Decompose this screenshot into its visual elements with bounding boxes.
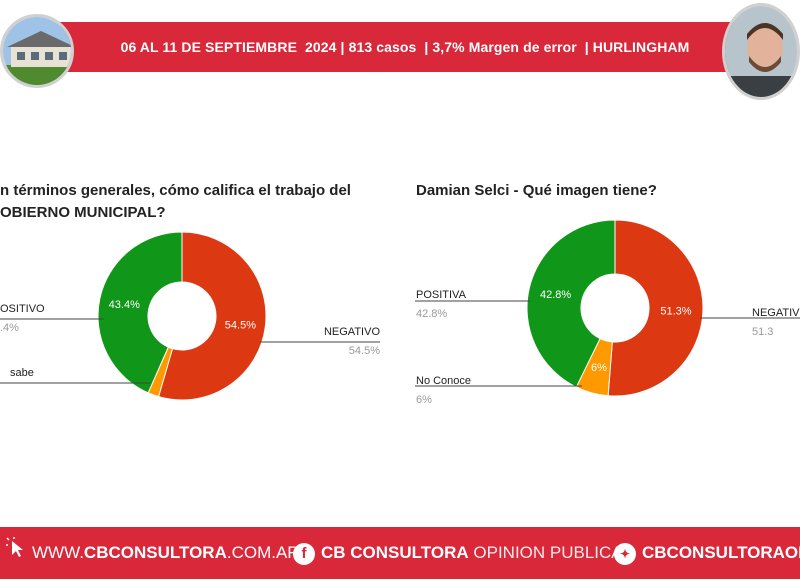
survey-info: 06 AL 11 DE SEPTIEMBRE 2024 | 813 casos …: [120, 39, 690, 55]
twitter-link[interactable]: ✦ CBCONSULTORAOK: [614, 527, 800, 579]
twitter-icon: ✦: [614, 542, 636, 565]
web-bold: CBCONSULTORA: [83, 543, 227, 562]
chart1-slice-0: [157, 231, 267, 401]
chart1-legend-label-0: NEGATIVO: [324, 326, 380, 338]
chart2-slice-2-value: 42.8%: [540, 289, 571, 301]
chart1-donut: 54.5% 43.4% NEGATIVO 54.5% sabe OSITIVO .4%: [0, 231, 380, 401]
chart1-slice-2-value: 43.4%: [109, 299, 140, 311]
chart2-slice-0-value: 51.3%: [660, 305, 691, 317]
chart1-title-line1: n términos generales, cómo califica el t…: [0, 182, 351, 199]
chart1-legend-pct-2: .4%: [0, 322, 19, 334]
chart1-legend-label-2: OSITIVO: [0, 303, 45, 315]
chart1-title: n términos generales, cómo califica el t…: [0, 180, 351, 224]
chart2-legend-label-0: NEGATIV: [752, 307, 800, 319]
chart2-title-line1: Damian Selci - Qué imagen tiene?: [416, 182, 657, 199]
website-link[interactable]: WWW.CBCONSULTORA.COM.AR: [6, 527, 300, 579]
chart2-donut: 51.3% 6% 42.8% NEGATIV 51.3 No Conoce 6% POSITI…: [415, 219, 800, 406]
chart1-legend-label-1: sabe: [10, 367, 34, 379]
chart1-slice-0-value: 54.5%: [225, 319, 256, 331]
header-bar: 06 AL 11 DE SEPTIEMBRE 2024 | 813 casos …: [60, 22, 750, 72]
chart2-legend-pct-0: 51.3: [752, 326, 773, 338]
chart2-title: Damian Selci - Qué imagen tiene?: [416, 180, 657, 202]
chart2-legend-label-1: No Conoce: [416, 375, 471, 387]
footer-bar: WWW.CBCONSULTORA.COM.AR f CB CONSULTORA O…: [0, 527, 800, 579]
chart1-title-line2: OBIERNO MUNICIPAL?: [0, 204, 166, 221]
facebook-link[interactable]: f CB CONSULTORA OPINION PUBLICA: [293, 527, 623, 579]
building-photo: [0, 14, 74, 88]
chart2-slice-1-value: 6%: [591, 362, 607, 374]
chart1-slice-2: [97, 231, 183, 394]
tw-bold: CBCONSULTORAOK: [642, 543, 800, 562]
chart2-legend-pct-2: 42.8%: [416, 308, 447, 320]
fb-bold: CB CONSULTORA: [321, 543, 469, 562]
chart2-legend-pct-1: 6%: [416, 394, 432, 406]
chart2-slice-2: [526, 219, 616, 388]
chart2-legend-label-2: POSITIVA: [416, 289, 467, 301]
web-prefix: WWW.: [32, 543, 84, 562]
cursor-click-icon: [6, 528, 28, 580]
chart2-slice-0: [607, 219, 704, 397]
facebook-icon: f: [293, 542, 315, 565]
person-photo: [722, 3, 800, 100]
fb-light: OPINION PUBLICA: [468, 543, 623, 562]
chart1-legend-pct-0: 54.5%: [349, 345, 380, 357]
web-suffix: .COM.AR: [226, 543, 300, 562]
